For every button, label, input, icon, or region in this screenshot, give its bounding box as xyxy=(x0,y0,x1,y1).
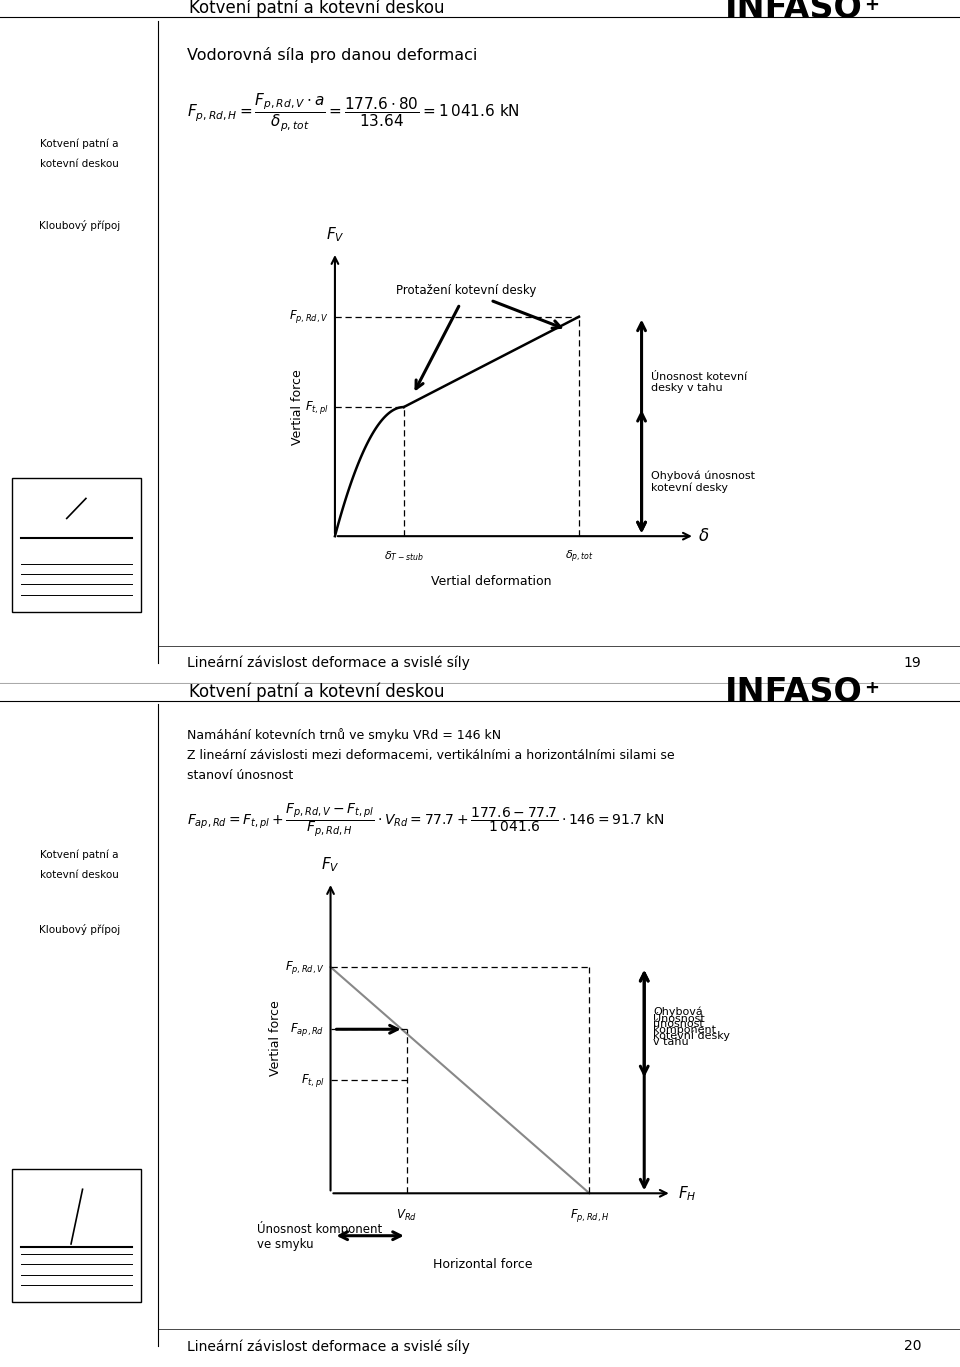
Text: Horizontal force: Horizontal force xyxy=(433,1259,533,1271)
Text: $\delta_{T-stub}$: $\delta_{T-stub}$ xyxy=(384,550,423,563)
Text: +: + xyxy=(864,679,879,697)
Text: 20: 20 xyxy=(904,1340,922,1353)
Text: $F_{ap,Rd} = F_{t,pl} + \dfrac{F_{p,Rd,V} - F_{t,pl}}{F_{p,Rd,H}} \cdot V_{Rd} =: $F_{ap,Rd} = F_{t,pl} + \dfrac{F_{p,Rd,V… xyxy=(187,801,665,839)
Text: $F_{p,Rd,H} = \dfrac{F_{p,Rd,V} \cdot a}{\delta_{p,tot}} = \dfrac{177.6 \cdot 80: $F_{p,Rd,H} = \dfrac{F_{p,Rd,V} \cdot a}… xyxy=(187,92,520,134)
Text: Vertial force: Vertial force xyxy=(291,369,304,444)
Text: +: + xyxy=(864,0,879,14)
Text: Kotvení patní a: Kotvení patní a xyxy=(40,849,119,860)
Text: $\delta_{p,tot}$: $\delta_{p,tot}$ xyxy=(564,550,593,566)
Text: Vertial deformation: Vertial deformation xyxy=(431,576,552,588)
Text: INFASO: INFASO xyxy=(725,675,862,709)
Text: $F_{p,Rd,H}$: $F_{p,Rd,H}$ xyxy=(569,1207,609,1225)
Text: Vodorovná síla pro danou deformaci: Vodorovná síla pro danou deformaci xyxy=(187,46,477,63)
Text: Kloubový přípoj: Kloubový přípoj xyxy=(39,220,120,231)
Text: $\delta$: $\delta$ xyxy=(698,528,709,545)
Text: Únosnost
komponent
v tahu: Únosnost komponent v tahu xyxy=(654,1014,716,1047)
Text: kotevní deskou: kotevní deskou xyxy=(40,869,119,880)
Text: Z lineární závislosti mezi deformacemi, vertikálními a horizontálními silami se: Z lineární závislosti mezi deformacemi, … xyxy=(187,749,675,761)
Text: Kotvení patní a kotevní deskou: Kotvení patní a kotevní deskou xyxy=(189,682,444,701)
Text: $F_{p,Rd,V}$: $F_{p,Rd,V}$ xyxy=(289,308,328,325)
Text: Lineární závislost deformace a svislé síly: Lineární závislost deformace a svislé sí… xyxy=(187,656,470,670)
Text: Ohybová únosnost
kotevní desky: Ohybová únosnost kotevní desky xyxy=(651,470,755,493)
Text: $F_{t,pl}$: $F_{t,pl}$ xyxy=(305,399,328,416)
Text: Namáhání kotevních trnů ve smyku VRd = 146 kN: Namáhání kotevních trnů ve smyku VRd = 1… xyxy=(187,727,501,742)
Text: Ohybová
únosnost
kotevní desky: Ohybová únosnost kotevní desky xyxy=(654,1006,731,1040)
Text: $V_{Rd}$: $V_{Rd}$ xyxy=(396,1207,418,1222)
Text: Únosnost kotevní
desky v tahu: Únosnost kotevní desky v tahu xyxy=(651,372,747,394)
Text: Kotvení patní a kotevní deskou: Kotvení patní a kotevní deskou xyxy=(189,0,444,18)
Text: Protažení kotevní desky: Protažení kotevní desky xyxy=(396,284,561,328)
Text: Kloubový přípoj: Kloubový přípoj xyxy=(39,924,120,935)
Text: $F_{t,pl}$: $F_{t,pl}$ xyxy=(300,1072,324,1088)
Text: stanoví únosnost: stanoví únosnost xyxy=(187,770,294,782)
Text: $F_{p,Rd,V}$: $F_{p,Rd,V}$ xyxy=(285,958,324,976)
Text: Vertial force: Vertial force xyxy=(269,999,282,1076)
Text: kotevní deskou: kotevní deskou xyxy=(40,159,119,170)
FancyBboxPatch shape xyxy=(12,478,141,611)
Text: INFASO: INFASO xyxy=(725,0,862,26)
Text: Únosnost komponent
ve smyku: Únosnost komponent ve smyku xyxy=(257,1221,383,1251)
Text: $F_V$: $F_V$ xyxy=(325,226,345,245)
FancyBboxPatch shape xyxy=(12,1169,141,1301)
Text: 19: 19 xyxy=(904,656,922,670)
Text: $F_V$: $F_V$ xyxy=(322,854,340,874)
Text: $F_H$: $F_H$ xyxy=(678,1184,696,1203)
Text: Lineární závislost deformace a svislé síly: Lineární závislost deformace a svislé sí… xyxy=(187,1340,470,1353)
Text: Kotvení patní a: Kotvení patní a xyxy=(40,138,119,149)
Text: $F_{ap,Rd}$: $F_{ap,Rd}$ xyxy=(290,1021,324,1038)
